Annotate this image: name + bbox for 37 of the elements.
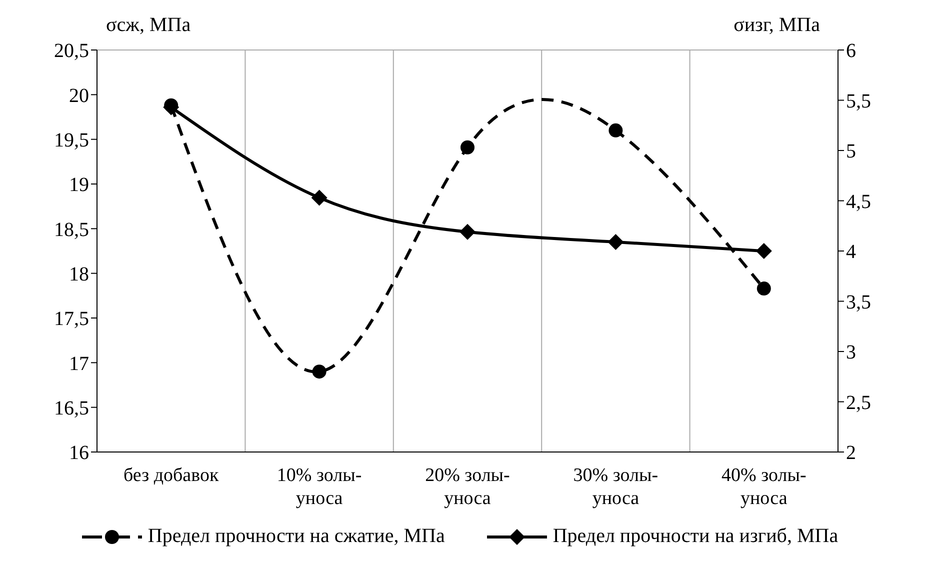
x-tick-label: 20% золы-уноса [425, 465, 510, 509]
x-tick-label: 30% золы-уноса [573, 465, 658, 509]
y-tick-label: 20 [69, 84, 89, 107]
y2-axis-title: σизг, МПа [734, 14, 820, 37]
y-tick-label: 18,5 [54, 218, 89, 241]
y2-tick-label: 6 [846, 40, 856, 62]
y2-tick-label: 4,5 [846, 190, 871, 213]
x-tick-label: 40% золы-уноса [722, 465, 806, 509]
point [460, 140, 474, 154]
y-tick-label: 20,5 [54, 40, 89, 62]
point [311, 190, 328, 206]
y2-tick-label: 5 [846, 140, 856, 163]
point [164, 98, 178, 112]
y2-tick-label: 2,5 [846, 392, 871, 414]
point [460, 224, 476, 240]
y-tick-label: 19,5 [54, 129, 89, 152]
y-tick-label: 16,5 [54, 397, 89, 420]
point [312, 364, 326, 379]
y-tick-label: 17 [69, 352, 89, 375]
point [756, 243, 772, 259]
y2-tick-label: 2 [846, 442, 856, 464]
x-tick-label: 10% золы-уноса [276, 465, 362, 509]
y-tick-label: 18 [69, 263, 89, 286]
y2-tick-label: 5,5 [846, 90, 871, 112]
x-tick-label: без добавок [124, 465, 220, 486]
y-tick-label: 16 [69, 442, 89, 464]
y2-tick-label: 3 [846, 342, 856, 364]
y-tick-label: 19 [69, 174, 89, 196]
legend-label: Предел прочности на сжатие, МПа [148, 525, 445, 548]
y-axis-title: σсж, МПа [106, 14, 191, 37]
point [608, 234, 624, 250]
legend-label: Предел прочности на изгиб, МПа [552, 525, 838, 548]
point [608, 123, 623, 138]
y2-tick-label: 4 [846, 241, 856, 264]
y2-tick-label: 3,5 [846, 291, 871, 314]
y-tick-label: 17,5 [54, 308, 89, 330]
point [756, 282, 771, 296]
